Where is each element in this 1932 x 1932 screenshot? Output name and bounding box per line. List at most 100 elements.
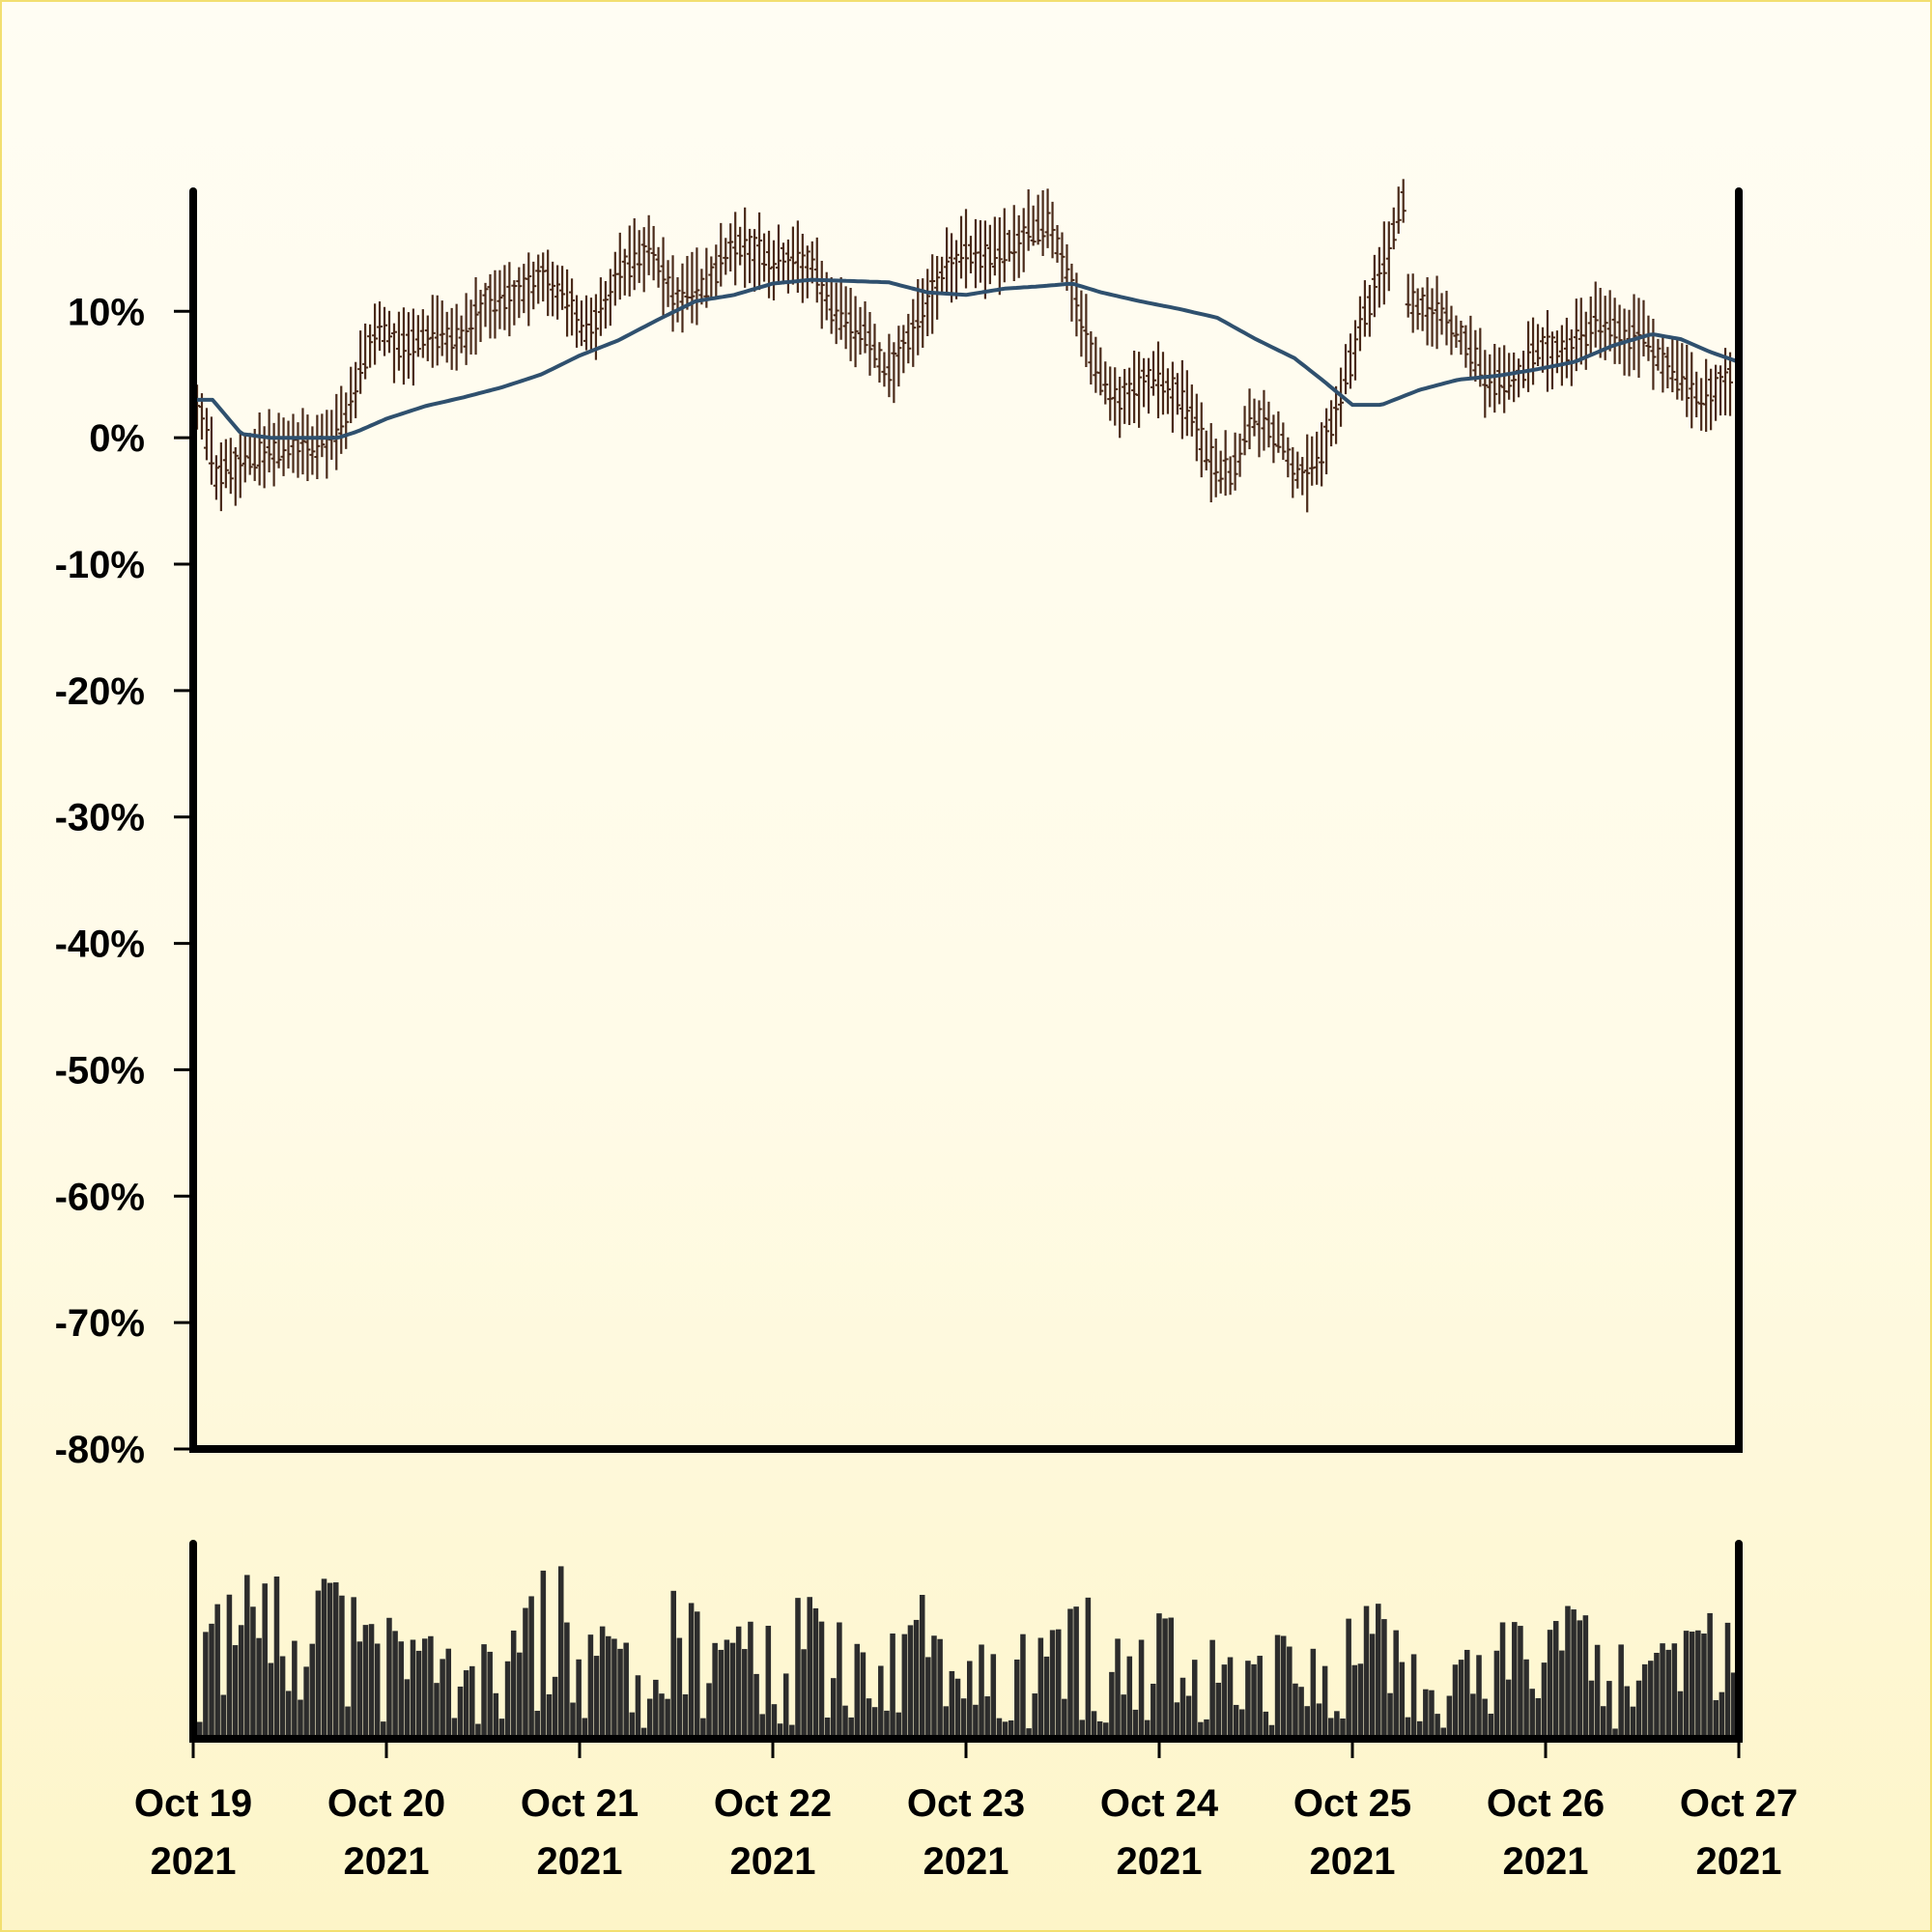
volume-bar [1719,1691,1725,1739]
ohlc-bar [1025,189,1032,251]
volume-bar [606,1635,611,1739]
volume-bar [250,1606,256,1739]
volume-bar [356,1641,363,1739]
volume-bar [1600,1706,1606,1739]
volume-bar [523,1607,528,1739]
ohlc-bar [1193,393,1200,462]
volume-bar [1547,1630,1553,1739]
volume-bar [1624,1686,1631,1739]
volume-bar [327,1582,333,1739]
ohlc-bar [939,256,946,294]
volume-bar [1174,1702,1180,1739]
ohlc-bar [752,229,758,292]
volume-bar [913,1619,920,1739]
volume-bar [321,1578,327,1739]
ohlc-bar [497,270,503,329]
ohlc-bar [1328,400,1335,447]
x-tick-label-year: 2021 [1503,1840,1589,1883]
spine-cap [189,187,197,195]
ohlc-bar [1487,354,1493,408]
ohlc-bar [910,298,917,367]
volume-bar [587,1634,594,1739]
volume-bar [1239,1709,1245,1739]
volume-bar [812,1607,819,1739]
ohlc-bar [530,261,537,310]
volume-bar [1701,1634,1707,1739]
ohlc-bar [1361,280,1368,337]
ohlc-bar [1164,368,1171,414]
ohlc-bar [756,212,763,291]
ohlc-bar [732,212,739,286]
ohlc-bar [256,412,263,486]
ohlc-bar [780,242,786,285]
ohlc-bar [847,287,854,361]
volume-bar [1641,1663,1648,1739]
ohlc-bar [275,412,282,469]
volume-bar [1073,1606,1079,1739]
ohlc-bar [857,306,864,355]
ohlc-bar [1463,325,1469,368]
volume-bar [1351,1664,1358,1739]
volume-bar [1387,1692,1393,1739]
volume-bar [1103,1722,1109,1739]
ohlc-bar [1188,384,1195,437]
volume-bar [487,1651,493,1739]
ohlc-bar [1107,366,1114,421]
volume-bar [386,1617,392,1739]
ohlc-bar [1030,205,1037,246]
volume-bar [895,1712,901,1739]
ohlc-bar [713,244,720,299]
volume-bar [1660,1643,1665,1739]
ohlc-bar [1351,320,1358,381]
volume-bar [1121,1694,1126,1739]
volume-bar [1535,1697,1542,1739]
ohlc-bar [343,392,350,449]
ohlc-bar [789,226,796,285]
ohlc-bar [1366,284,1373,337]
ohlc-bar [991,216,998,276]
ohlc-bar [1270,414,1277,464]
volume-bar [1020,1634,1026,1739]
ohlc-bar [1112,367,1119,426]
ohlc-bar [362,323,369,380]
volume-bar [381,1721,386,1739]
ohlc-bar [1314,431,1321,485]
volume-bar [398,1641,404,1739]
volume-bar [1008,1719,1014,1739]
ohlc-bar [1054,225,1061,263]
ohlc-bar [501,265,508,330]
ohlc-bar [718,222,724,287]
volume-bar [1552,1621,1559,1739]
volume-bar [1043,1656,1050,1739]
volume-bar [984,1696,990,1739]
volume-bar [967,1661,973,1739]
y-tick-label: 10% [68,291,145,333]
ohlc-bar [1443,291,1450,346]
volume-bar [1618,1644,1624,1739]
volume-bar [457,1686,464,1739]
volume-bar [659,1693,665,1739]
volume-bar [1671,1643,1678,1739]
ohlc-bar [967,236,974,273]
ohlc-bar [924,269,931,337]
ohlc-bar [1217,450,1224,494]
ohlc-bar [1039,190,1046,256]
ohlc-bar [963,209,969,289]
ohlc-bar [1664,347,1671,388]
volume-bar [415,1650,422,1739]
ohlc-bar [655,246,662,288]
ohlc-bar [1414,288,1421,330]
volume-bar [742,1649,748,1739]
ohlc-bar [410,308,416,386]
ohlc-bar [1400,179,1406,223]
ohlc-bar [213,455,219,500]
volume-bar [1695,1630,1701,1739]
volume-bar [1132,1709,1139,1739]
ohlc-bar [295,422,301,478]
ohlc-bar [1718,365,1724,416]
ohlc-bar [650,225,657,281]
ohlc-bar [771,240,777,301]
ohlc-bar [1395,186,1402,234]
volume-bar [724,1639,730,1739]
